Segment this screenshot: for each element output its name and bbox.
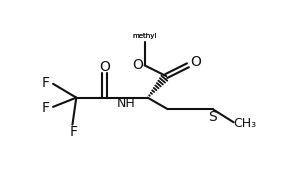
Text: CH₃: CH₃ xyxy=(234,117,257,130)
Text: O: O xyxy=(99,60,110,74)
Text: O: O xyxy=(132,58,143,72)
Text: methyl: methyl xyxy=(132,33,157,39)
Text: F: F xyxy=(70,125,78,139)
Text: F: F xyxy=(42,76,50,90)
Text: NH: NH xyxy=(117,97,135,110)
Text: S: S xyxy=(208,110,217,124)
Text: methyl: methyl xyxy=(132,33,157,39)
Text: F: F xyxy=(42,101,50,115)
Text: O: O xyxy=(190,55,201,69)
